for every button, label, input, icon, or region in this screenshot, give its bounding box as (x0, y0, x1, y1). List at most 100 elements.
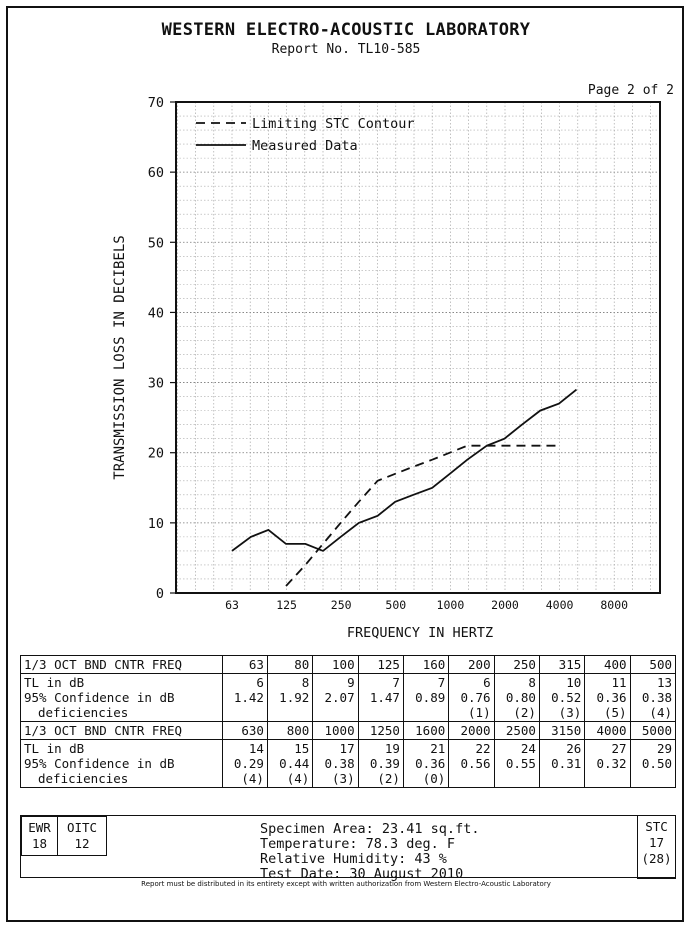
temperature: Temperature: 78.3 deg. F (260, 836, 456, 852)
report-frame (6, 6, 684, 922)
y-tick-label: 0 (156, 586, 164, 602)
tl-value: 24 (520, 741, 536, 756)
freq-cell: 5000 (629, 721, 677, 740)
y-tick-label: 20 (148, 446, 164, 462)
freq-cell: 3150 (538, 721, 586, 740)
measured-data-line (231, 388, 578, 552)
deficiency-value: (4) (286, 771, 310, 786)
stc-label: STC (645, 819, 668, 834)
y-tick-label: 10 (148, 516, 164, 532)
confidence-value: 0.32 (596, 756, 627, 771)
confidence-value: 0.50 (641, 756, 672, 771)
deficiency-value (407, 705, 445, 720)
tl-value: 7 (392, 675, 400, 690)
oitc-value: 12 (74, 836, 90, 851)
deficiency-value (316, 705, 354, 720)
plot-border (175, 101, 661, 594)
confidence-value: 0.52 (551, 690, 582, 705)
tl-value: 29 (656, 741, 672, 756)
data-table: 1/3 OCT BND CNTR FREQ 63 80 100 125 160 200 250… (20, 655, 677, 788)
deficiency-value: (2) (513, 705, 536, 720)
confidence-value: 0.44 (279, 756, 310, 771)
report-title: WESTERN ELECTRO-ACOUSTIC LABORATORY (161, 20, 531, 40)
freq-cell: 125 (357, 655, 404, 674)
confidence-value: 0.36 (415, 756, 446, 771)
freq-cell: 2500 (493, 721, 540, 740)
freq-cell: 1600 (402, 721, 450, 740)
stc-box: STC 17 (28) (637, 815, 676, 879)
value-cell: 14 0.29 (4) (221, 739, 268, 788)
deficiency-value: (5) (604, 705, 627, 720)
tl-value: 9 (347, 675, 355, 690)
tl-value: 6 (483, 675, 491, 690)
deficiency-value (588, 771, 626, 786)
stc-value: 17 (648, 835, 665, 850)
tl-value: 10 (566, 675, 582, 690)
confidence-value: 0.31 (551, 756, 582, 771)
confidence-value: 0.89 (415, 690, 446, 705)
confidence-value: 1.42 (233, 690, 264, 705)
tl-value: 27 (611, 741, 627, 756)
confidence-value: 0.55 (505, 756, 536, 771)
deficiency-value (226, 705, 264, 720)
test-date: Test Date: 30 August 2010 (260, 866, 464, 882)
freq-cell: 1000 (312, 721, 359, 740)
y-tick-label: 60 (148, 165, 164, 181)
deficiency-value: (3) (558, 705, 582, 720)
value-cell: 26 0.31 (538, 739, 586, 788)
stc-contour-line (285, 444, 559, 587)
value-cell: 27 0.32 (584, 739, 631, 788)
x-tick-label: 250 (331, 598, 352, 612)
relative-humidity: Relative Humidity: 43 % (260, 851, 447, 867)
value-cell: 15 0.44 (4) (266, 739, 314, 788)
chart-legend: Limiting STC Contour Measured Data (196, 116, 415, 154)
freq-cell: 2000 (448, 721, 495, 740)
deficiencies-label: deficiencies (38, 705, 129, 720)
deficiency-value (498, 771, 536, 786)
confidence-value: 1.92 (279, 690, 310, 705)
tl-value: 8 (528, 675, 536, 690)
freq-cell: 800 (266, 721, 314, 740)
chart-grid (176, 101, 660, 594)
x-tick-label: 125 (276, 598, 297, 612)
tl-value: 26 (566, 741, 582, 756)
tl-chart: 0 10 20 30 40 50 60 70 63 125 250 500 1000 2000 4000 8… (112, 95, 661, 641)
y-axis-label: TRANSMISSION LOSS IN DECIBELS (112, 235, 128, 479)
deficiency-value: (1) (468, 705, 491, 720)
table-block-2-values-row: TL in dB 95% Confidence in dB deficiencies… (20, 739, 677, 788)
tl-value: 15 (294, 741, 310, 756)
row-labels: TL in dB 95% Confidence in dB deficiencies (20, 673, 223, 722)
deficiency-value (362, 705, 400, 720)
oitc-label: OITC (66, 820, 98, 835)
x-tick-label: 500 (385, 598, 406, 612)
freq-cell: 100 (312, 655, 359, 674)
table-block-1-freq-row: 1/3 OCT BND CNTR FREQ 63 80 100 125 160 200 250… (20, 655, 677, 674)
freq-cell: 4000 (584, 721, 631, 740)
table-block-1-values-row: TL in dB 95% Confidence in dB deficiencies… (20, 673, 677, 722)
deficiency-value (634, 771, 672, 786)
value-cell: 13 0.38 (4) (629, 673, 677, 722)
page-indicator: Page 2 of 2 (587, 83, 674, 98)
freq-cell: 200 (448, 655, 495, 674)
freq-cell: 630 (221, 721, 268, 740)
ewr-value: 18 (31, 836, 48, 851)
freq-cell: 400 (584, 655, 631, 674)
confidence-value: 0.76 (460, 690, 491, 705)
confidence-label: 95% Confidence in dB (24, 690, 175, 705)
x-tick-label: 63 (225, 598, 239, 612)
table-block-2-freq-row: 1/3 OCT BND CNTR FREQ 630 800 1000 1250 1600 2… (20, 721, 677, 740)
value-cell: 17 0.38 (3) (312, 739, 359, 788)
ewr-label: EWR (28, 820, 51, 835)
value-cell: 11 0.36 (5) (584, 673, 631, 722)
summary-box: EWR 18 OITC 12 STC 17 (28) Specimen Area… (20, 815, 676, 882)
freq-cell: 315 (538, 655, 586, 674)
legend-label: Limiting STC Contour (252, 116, 415, 132)
tl-value: 6 (256, 675, 264, 690)
value-cell: 22 0.56 (448, 739, 495, 788)
value-cell: 24 0.55 (493, 739, 540, 788)
ewr-box: EWR 18 (21, 816, 58, 856)
tl-value: 7 (437, 675, 446, 690)
oitc-box: OITC 12 (57, 816, 107, 856)
value-cell: 29 0.50 (629, 739, 677, 788)
x-axis-ticks: 63 125 250 500 1000 2000 4000 8000 (225, 598, 628, 612)
